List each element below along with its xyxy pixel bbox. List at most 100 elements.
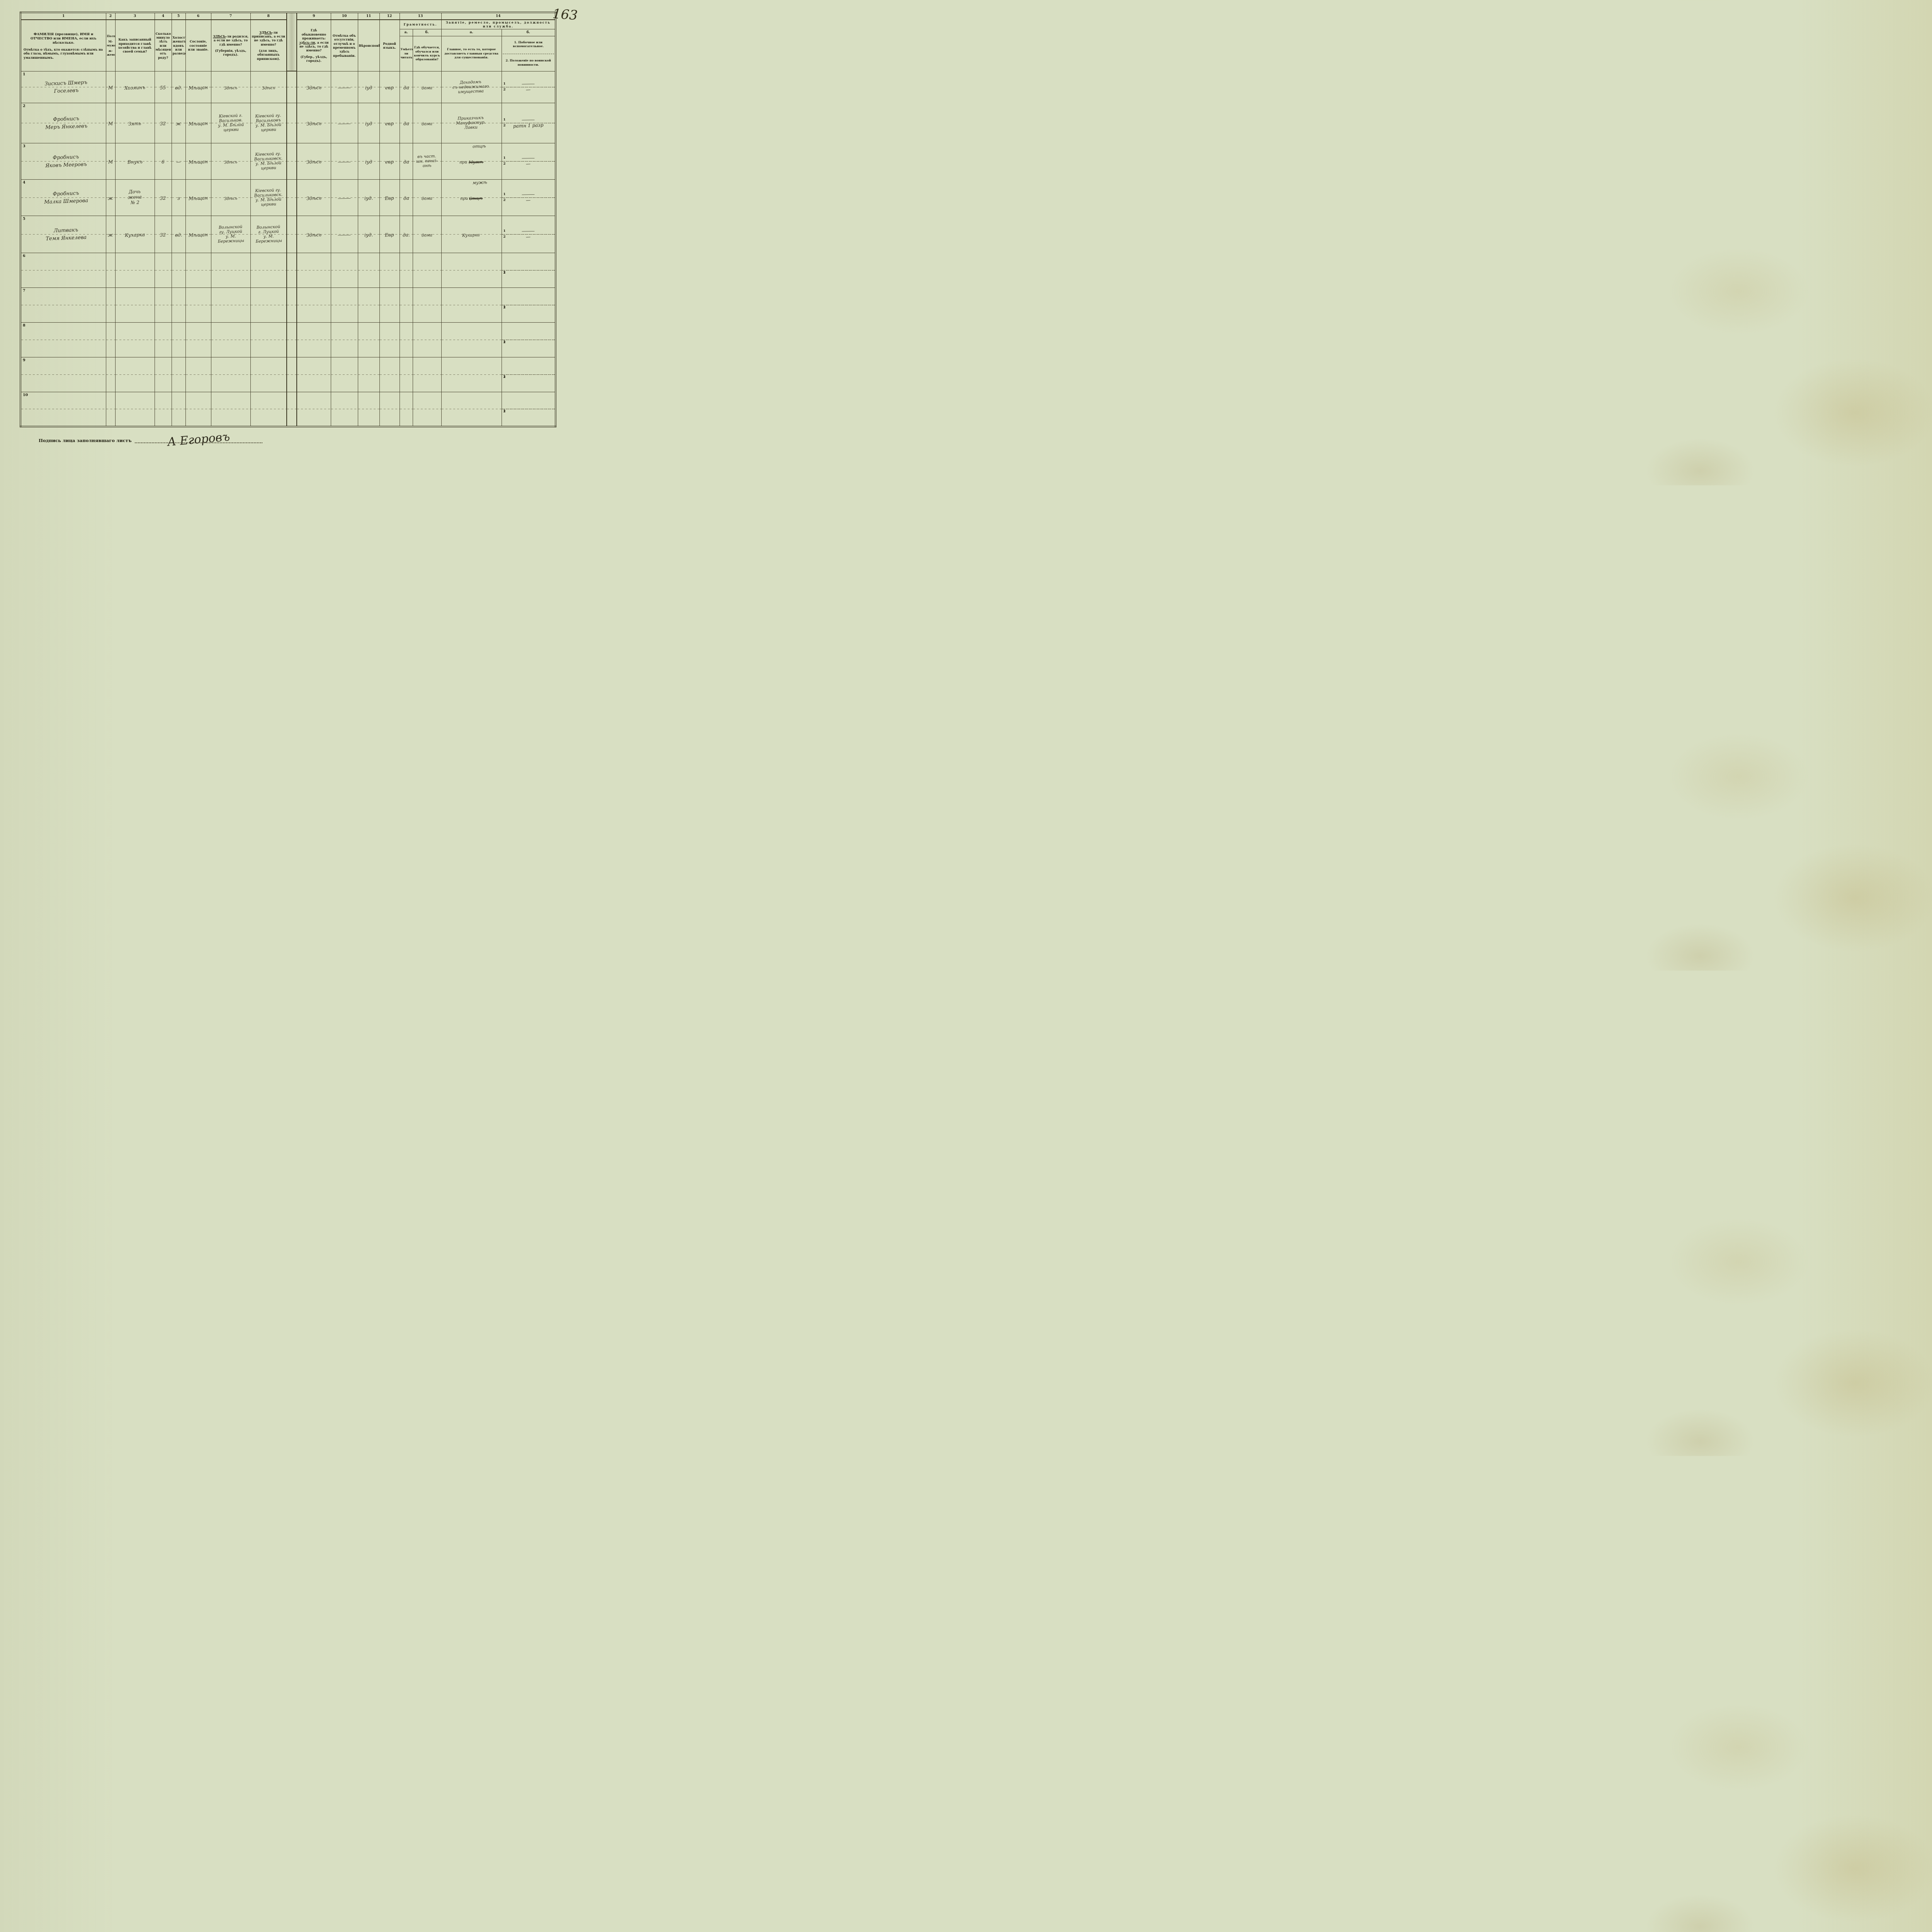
cell-sex	[105, 357, 116, 392]
value-registered: Кіевской гу. Васильковск. у. М. Бѣлой це…	[254, 151, 283, 171]
cell-residence	[296, 357, 331, 392]
cell-reads	[399, 357, 413, 392]
column-number: 5	[171, 12, 186, 20]
cell-side-occupation: 1 2	[501, 357, 556, 392]
sheet-fold-strip	[286, 143, 297, 180]
cell-absence	[330, 287, 358, 323]
header-sex-title: Полъ.	[107, 34, 115, 38]
literacy-a-header: Умѣетъ ли читать?	[399, 36, 413, 71]
occupation-b-header: 1. Побочное или вспомогательное. 2. Поло…	[501, 36, 556, 71]
cell-absence: —	[330, 102, 358, 143]
column-number: 3	[115, 12, 155, 20]
cell-side-occupation: 1 — 2 —	[501, 143, 556, 180]
value-military-status: ратн 1 разр	[513, 122, 544, 129]
cell-reads: да	[399, 143, 413, 180]
sub-line-label: 1	[503, 340, 506, 344]
cell-registered	[250, 357, 287, 392]
occupation-a-header: Главное, то есть то, которое доставляетъ…	[441, 36, 502, 71]
cell-religion: іуд.	[357, 179, 380, 216]
cell-relation: Дочь жена № 2	[115, 179, 155, 216]
occupation-a-label: а.	[441, 29, 502, 36]
cell-side-occupation: 1 2	[501, 287, 556, 323]
literacy-a-label: а.	[399, 29, 413, 36]
table-row: 5 Литвакъ Темя Янкелева ж Кухарка 32 вд.…	[20, 215, 556, 253]
cell-birthplace: Волынской гу. Луцкой у. М. Бережницы	[211, 215, 251, 253]
sub-line-label: 2	[503, 87, 506, 92]
value-marital: ж	[175, 121, 182, 127]
value-reads: да	[403, 159, 409, 165]
cell-religion	[357, 322, 380, 357]
value-occupation: при	[460, 196, 468, 201]
cell-age	[154, 391, 172, 427]
value-sex: М	[108, 121, 113, 126]
cell-name: 1 Зискисъ Шмеръ Госелевъ	[20, 71, 106, 103]
column-header-estate: Сословіе, состояніе или званіе.	[185, 19, 211, 71]
cell-language: Евр	[379, 179, 400, 216]
cell-education: дома	[412, 71, 442, 103]
side-occupation-line1: 1 —	[502, 81, 555, 87]
table-row: 7 1 2	[20, 287, 556, 323]
census-form-table: 1 2 3 4 5 6 7 8 9 10 11 12 13 14 ФАМИЛІЯ…	[20, 12, 556, 428]
cell-residence: Здѣсь	[296, 143, 331, 180]
cell-name: 10	[20, 391, 106, 427]
value-religion: іуд	[365, 159, 372, 165]
row-number: 7	[23, 288, 26, 293]
value-relation: Зять	[128, 121, 141, 127]
cell-marital: вд.	[171, 215, 186, 253]
cell-language	[379, 391, 400, 427]
value-absence: —	[337, 121, 352, 127]
cell-registered	[250, 391, 287, 427]
column-header-registered: ЗДѢСЬ-ли приписанъ, а если не здѣсь, то …	[250, 19, 287, 71]
cell-marital	[171, 287, 186, 323]
cell-relation	[115, 287, 155, 323]
cell-religion: іуд	[357, 71, 380, 103]
table-row: 2 Фробнисъ Меръ Янкелевъ М Зять 32 ж Мѣщ…	[20, 102, 556, 143]
cell-registered: Здѣсь	[250, 71, 287, 103]
value-sex: ж	[107, 195, 114, 201]
value-side-occupation: —	[521, 117, 536, 123]
value-registered: Волынской г. Луцкой у. М. Бережницы	[255, 224, 282, 244]
cell-registered	[250, 252, 287, 288]
cell-sex	[105, 391, 116, 427]
value-education: дома	[421, 85, 433, 91]
value-language: Евр	[385, 195, 394, 201]
subheader-detail-row: Умѣетъ ли читать? Гдѣ обучается, обучалс…	[20, 36, 556, 71]
cell-residence	[296, 252, 331, 288]
value-occupation: при	[459, 160, 468, 165]
table-row: 4 Фробнисъ Малка Шмерова ж Дочь жена № 2…	[20, 179, 556, 216]
value-sex: М	[108, 85, 113, 90]
cell-estate: Мѣщан	[185, 102, 211, 143]
cell-side-occupation: 1 — 2 —	[501, 71, 556, 103]
sheet-fold-strip	[286, 179, 297, 216]
value-birthplace: Кіевской г. Васильков. у. М. Бѣлой церкв…	[218, 113, 244, 133]
cell-reads	[399, 252, 413, 288]
row-number: 8	[23, 323, 26, 328]
cell-age: 32	[154, 215, 172, 253]
cell-registered	[250, 287, 287, 323]
column-number: 6	[185, 12, 211, 20]
row-number: 1	[23, 72, 26, 77]
value-registered: Здѣсь	[262, 85, 275, 91]
cell-relation: Кухарка	[115, 215, 155, 253]
value-birthplace: Здѣсь	[224, 85, 238, 91]
cell-occupation	[441, 357, 502, 392]
header-registered-note: (для лицъ, обязанныхъ припискою).	[257, 49, 280, 61]
cell-age: 6	[154, 143, 172, 180]
cell-occupation	[441, 391, 502, 427]
military-status-line2: 2 —	[502, 234, 555, 240]
cell-registered: Кіевской гу. Васильковск. у. М. Бѣлой це…	[250, 179, 287, 216]
sheet-fold-strip	[286, 287, 297, 323]
value-marital: вд.	[175, 232, 182, 238]
cell-sex: М	[105, 143, 116, 180]
occupation-b-line2: 2. Положеніе по воинской повинности.	[502, 54, 554, 67]
cell-education	[412, 287, 442, 323]
cell-sex	[105, 322, 116, 357]
value-military-status: —	[526, 87, 531, 92]
sub-line-label: 2	[503, 340, 506, 344]
sub-line-label: 1	[503, 409, 506, 413]
column-number: 10	[330, 12, 358, 20]
cell-religion	[357, 252, 380, 288]
enumerator-signature: А Егоровъ	[167, 430, 230, 449]
column-number: 11	[357, 12, 380, 20]
row-number: 4	[23, 180, 26, 185]
